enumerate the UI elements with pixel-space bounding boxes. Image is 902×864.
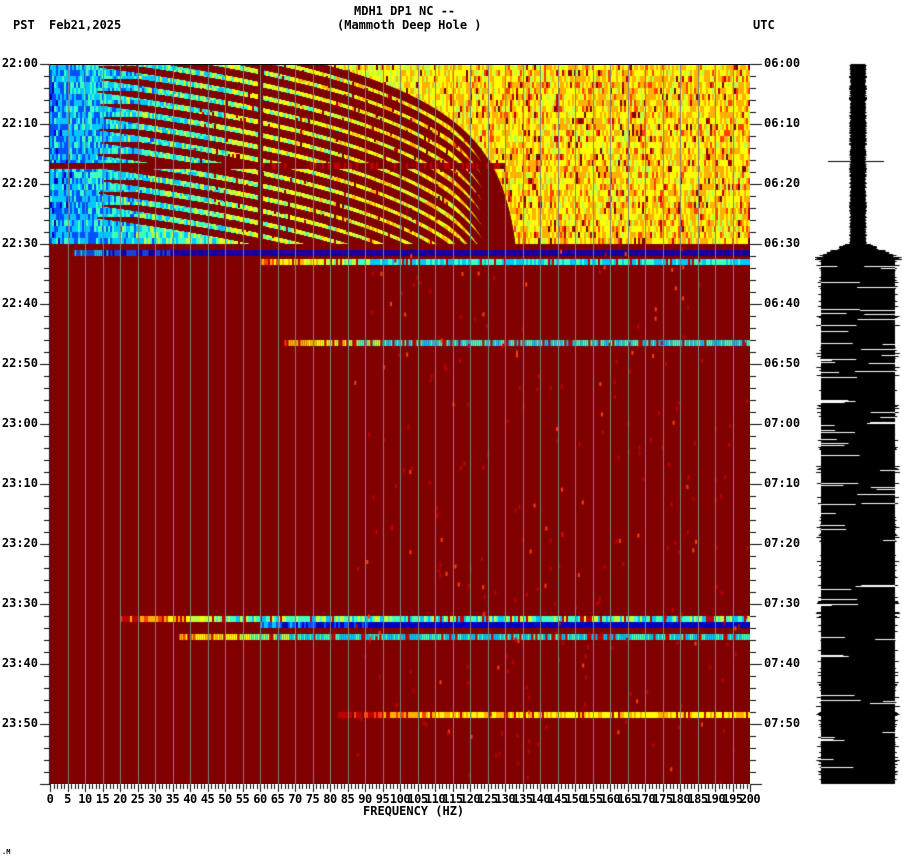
y-tick-left: 23:50: [1, 716, 38, 730]
station-title: MDH1 DP1 NC --: [354, 4, 456, 18]
x-tick: 30: [148, 792, 162, 806]
y-tick-right: 06:40: [764, 296, 801, 310]
y-tick-left: 22:20: [1, 176, 38, 190]
x-tick: 170: [634, 792, 656, 806]
x-tick: 40: [183, 792, 197, 806]
x-tick: 195: [722, 792, 743, 806]
x-tick: 150: [564, 792, 586, 806]
y-tick-right: 06:30: [764, 236, 801, 250]
x-tick: 165: [617, 792, 638, 806]
y-tick-right: 07:40: [764, 656, 801, 670]
x-tick: 105: [407, 792, 428, 806]
x-tick: 115: [442, 792, 463, 806]
x-tick: 90: [358, 792, 372, 806]
x-tick: 120: [459, 792, 481, 806]
y-tick-left: 22:10: [1, 116, 38, 130]
y-tick-right: 07:00: [764, 416, 801, 430]
x-tick: 60: [253, 792, 267, 806]
x-tick: 175: [652, 792, 673, 806]
y-tick-left: 22:30: [1, 236, 38, 250]
right-timezone-label: UTC: [753, 18, 775, 32]
footer-mark: .M: [2, 848, 11, 856]
x-tick: 100: [389, 792, 411, 806]
y-tick-left: 23:00: [1, 416, 38, 430]
x-tick: 50: [218, 792, 232, 806]
y-tick-right: 06:00: [764, 56, 801, 70]
y-tick-left: 23:30: [1, 596, 38, 610]
x-tick: 110: [424, 792, 446, 806]
x-tick: 155: [582, 792, 603, 806]
y-tick-right: 06:50: [764, 356, 801, 370]
y-tick-right: 07:30: [764, 596, 801, 610]
x-tick: 35: [165, 792, 180, 806]
y-tick-right: 06:10: [764, 116, 801, 130]
station-subtitle: (Mammoth Deep Hole ): [337, 18, 482, 32]
x-tick: 190: [704, 792, 726, 806]
x-tick: 185: [687, 792, 708, 806]
y-tick-left: 22:50: [1, 356, 38, 370]
x-axis-label: FREQUENCY (HZ): [363, 804, 465, 818]
plot-frame: [50, 64, 750, 784]
x-tick: 45: [200, 792, 215, 806]
x-tick: 140: [529, 792, 551, 806]
x-tick: 125: [477, 792, 498, 806]
x-tick: 25: [130, 792, 145, 806]
x-tick: 135: [512, 792, 533, 806]
x-tick: 15: [95, 792, 110, 806]
x-tick: 65: [270, 792, 285, 806]
y-tick-right: 07:50: [764, 716, 801, 730]
x-tick: 95: [375, 792, 390, 806]
y-tick-right: 06:20: [764, 176, 801, 190]
x-tick: 85: [340, 792, 355, 806]
x-tick: 0: [46, 792, 54, 806]
y-tick-right: 07:10: [764, 476, 801, 490]
x-tick: 145: [547, 792, 568, 806]
seismogram-trace: [815, 60, 902, 790]
x-tick: 75: [305, 792, 320, 806]
x-tick: 130: [494, 792, 516, 806]
y-tick-right: 07:20: [764, 536, 801, 550]
y-tick-left: 22:40: [1, 296, 38, 310]
x-tick: 180: [669, 792, 691, 806]
x-tick: 200: [739, 792, 761, 806]
y-tick-left: 23:10: [1, 476, 38, 490]
x-tick: 5: [64, 792, 71, 806]
y-tick-left: 23:20: [1, 536, 38, 550]
y-tick-left: 22:00: [1, 56, 38, 70]
date-label: Feb21,2025: [49, 18, 122, 32]
x-tick: 20: [113, 792, 127, 806]
x-tick: 70: [288, 792, 302, 806]
y-tick-left: 23:40: [1, 656, 38, 670]
x-tick: 55: [235, 792, 250, 806]
left-timezone-label: PST: [13, 18, 35, 32]
x-tick: 80: [323, 792, 337, 806]
x-tick: 10: [78, 792, 92, 806]
x-tick: 160: [599, 792, 621, 806]
